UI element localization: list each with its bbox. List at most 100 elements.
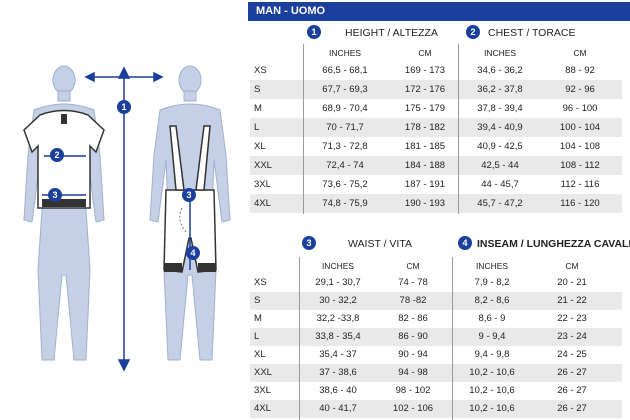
size-label: M [254, 103, 262, 114]
table-row: 4XL 74,8 - 75,9 190 - 193 45,7 - 47,2 116 - … [250, 194, 622, 213]
waist-cm-cell: 94 - 98 [398, 367, 428, 378]
chest-cm-cell: 88 - 92 [565, 65, 595, 76]
height-inches-cell: 68,9 - 70,4 [322, 103, 368, 114]
col-header-inseam-inches: INCHES [475, 261, 509, 271]
size-label: XL [254, 141, 266, 152]
table-row: 3XL 73,6 - 75,2 187 - 191 44 - 45,7 112 - 11… [250, 175, 622, 194]
size-label: 3XL [254, 385, 271, 396]
inseam-cm-cell: 23 - 24 [557, 331, 587, 342]
table-row: XXL 37 - 38,6 94 - 98 10,2 - 10,6 26 - 27 [250, 364, 622, 382]
height-cm-cell: 181 - 185 [404, 141, 446, 152]
inseam-cm-cell: 22 - 23 [557, 313, 587, 324]
section-title-chest: CHEST / TORACE [488, 27, 576, 39]
waist-inches-cell: 29,1 - 30,7 [315, 277, 361, 288]
chest-inches-cell: 34,6 - 36,2 [477, 65, 523, 76]
inseam-inches-cell: 8,6 - 9 [478, 313, 506, 324]
section-badge-inseam: 4 [458, 236, 472, 250]
col-header-height-cm: CM [418, 48, 432, 58]
size-label: L [254, 122, 260, 133]
waist-inches-cell: 37 - 38,6 [319, 367, 357, 378]
table-row: XL 35,4 - 37 90 - 94 9,4 - 9,8 24 - 25 [250, 346, 622, 364]
size-label: XL [254, 349, 266, 360]
section-badge-waist: 3 [302, 236, 316, 250]
height-cm-cell: 169 - 173 [404, 65, 446, 76]
height-cm-cell: 190 - 193 [404, 198, 446, 209]
section-title-height: HEIGHT / ALTEZZA [345, 27, 438, 39]
size-label: L [254, 331, 260, 342]
waist-cm-cell: 82 - 86 [398, 313, 428, 324]
table-row: M 68,9 - 70,4 175 - 179 37,8 - 39,4 96 - 100 [250, 99, 622, 118]
chest-cm-cell: 96 - 100 [562, 103, 598, 114]
inseam-cm-cell: 24 - 25 [557, 349, 587, 360]
chest-inches-cell: 42,5 - 44 [481, 160, 519, 171]
marker-1: 1 [117, 100, 131, 114]
chest-cm-cell: 104 - 108 [559, 141, 601, 152]
chest-cm-cell: 108 - 112 [560, 160, 600, 171]
size-label: S [254, 84, 261, 95]
marker-3: 3 [48, 188, 62, 202]
chest-cm-cell: 100 - 104 [559, 122, 601, 133]
waist-cm-cell: 86 - 90 [398, 331, 428, 342]
marker-2: 2 [50, 148, 64, 162]
waist-cm-cell: 78 -82 [399, 295, 427, 306]
size-label: 4XL [254, 198, 271, 209]
marker-3-back: 3 [182, 188, 196, 202]
marker-4: 4 [186, 246, 200, 260]
chest-cm-cell: 112 - 116 [560, 179, 600, 190]
waist-inches-cell: 35,4 - 37 [319, 349, 357, 360]
waist-cm-cell: 90 - 94 [398, 349, 428, 360]
inseam-cm-cell: 26 - 27 [557, 385, 587, 396]
waist-inches-cell: 33,8 - 35,4 [315, 331, 361, 342]
col-header-chest-cm: CM [573, 48, 587, 58]
height-inches-cell: 74,8 - 75,9 [322, 198, 368, 209]
col-header-height-inches: INCHES [328, 48, 362, 58]
section-title-inseam: INSEAM / LUNGHEZZA CAVALLO [477, 238, 630, 250]
chest-cm-cell: 116 - 120 [560, 198, 600, 209]
size-label: S [254, 295, 261, 306]
chest-inches-cell: 45,7 - 47,2 [477, 198, 523, 209]
inseam-cm-cell: 21 - 22 [557, 295, 587, 306]
inseam-cm-cell: 26 - 27 [557, 367, 587, 378]
inseam-inches-cell: 10,2 - 10,6 [469, 403, 515, 414]
inseam-inches-cell: 10,2 - 10,6 [469, 385, 515, 396]
table-row: XL 71,3 - 72,8 181 - 185 40,9 - 42,5 104 - 1… [250, 137, 622, 156]
waist-cm-cell: 74 - 78 [398, 277, 428, 288]
inseam-cm-cell: 26 - 27 [557, 403, 587, 414]
table-row: S 67,7 - 69,3 172 - 176 36,2 - 37,8 92 - 96 [250, 80, 622, 99]
height-inches-cell: 72,4 - 74 [326, 160, 364, 171]
size-label: XXL [254, 160, 272, 171]
waist-inches-cell: 38,6 - 40 [319, 385, 357, 396]
size-label: M [254, 313, 262, 324]
col-header-inseam-cm: CM [565, 261, 579, 271]
table-row: M 32,2 -33,8 82 - 86 8,6 - 9 22 - 23 [250, 310, 622, 328]
measurement-figures [0, 60, 250, 420]
section-badge-chest: 2 [466, 25, 480, 39]
height-inches-cell: 73,6 - 75,2 [322, 179, 368, 190]
height-cm-cell: 172 - 176 [404, 84, 446, 95]
height-inches-cell: 66,5 - 68,1 [322, 65, 368, 76]
height-inches-cell: 67,7 - 69,3 [322, 84, 368, 95]
height-cm-cell: 184 - 188 [404, 160, 446, 171]
inseam-inches-cell: 9,4 - 9,8 [474, 349, 510, 360]
size-label: XS [254, 277, 267, 288]
chest-inches-cell: 40,9 - 42,5 [477, 141, 523, 152]
inseam-inches-cell: 8,2 - 8,6 [474, 295, 510, 306]
table-row: XXL 72,4 - 74 184 - 188 42,5 - 44 108 - 112 [250, 156, 622, 175]
col-header-waist-cm: CM [406, 261, 420, 271]
table-row: 4XL 40 - 41,7 102 - 106 10,2 - 10,6 26 - 27 [250, 400, 622, 418]
page-title: MAN - UOMO [248, 2, 630, 21]
height-inches-cell: 70 - 71,7 [326, 122, 364, 133]
size-label: 3XL [254, 179, 271, 190]
table-row: L 33,8 - 35,4 86 - 90 9 - 9,4 23 - 24 [250, 328, 622, 346]
size-label: XXL [254, 367, 272, 378]
size-label: XS [254, 65, 267, 76]
waist-inches-cell: 32,2 -33,8 [316, 313, 360, 324]
chest-inches-cell: 37,8 - 39,4 [477, 103, 523, 114]
table-row: XS 29,1 - 30,7 74 - 78 7,9 - 8,2 20 - 21 [250, 274, 622, 292]
size-label: 4XL [254, 403, 271, 414]
inseam-inches-cell: 9 - 9,4 [478, 331, 506, 342]
height-cm-cell: 178 - 182 [404, 122, 446, 133]
chest-inches-cell: 44 - 45,7 [481, 179, 519, 190]
table-row: 3XL 38,6 - 40 98 - 102 10,2 - 10,6 26 - 27 [250, 382, 622, 400]
section-title-waist: WAIST / VITA [348, 238, 412, 250]
